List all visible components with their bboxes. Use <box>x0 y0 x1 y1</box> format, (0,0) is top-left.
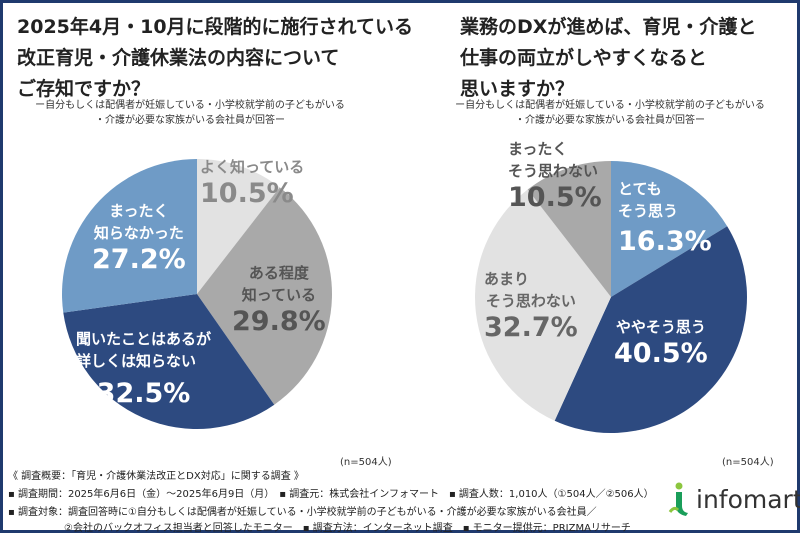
title-line: 仕事の両立がしやすくなると <box>460 47 707 69</box>
chart1-sample-size: (n=504人) <box>340 457 392 468</box>
pie2-slice-0 <box>611 161 728 297</box>
survey-method: ②会社のバックオフィス担当者と回答したモニター ▪ 調査方法：インターネット調査… <box>64 523 631 534</box>
pie1-slice-0 <box>197 159 280 294</box>
chart1-subtitle: ー自分もしくは配偶者が妊娠している・小学校就学前の子どもがいる ・介護が必要な家… <box>20 98 360 128</box>
chart1-title: 2025年4月・10月に段階的に施行されている 改正育児・介護休業法の内容につい… <box>17 12 413 105</box>
pie1-slice-3 <box>62 159 197 313</box>
chart2-title: 業務のDXが進めば、育児・介護と 仕事の両立がしやすくなると 思いますか？ <box>460 12 756 105</box>
logo-text: infomart <box>696 484 800 514</box>
chart2-subtitle: ー自分もしくは配偶者が妊娠している・小学校就学前の子どもがいる ・介護が必要な家… <box>440 98 780 128</box>
pie1-slice-1 <box>197 187 332 405</box>
subtitle-line: ー自分もしくは配偶者が妊娠している・小学校就学前の子どもがいる <box>35 100 345 111</box>
pie2-slice-1 <box>554 226 747 433</box>
pie1-slice-2 <box>63 294 275 430</box>
subtitle-line: ー自分もしくは配偶者が妊娠している・小学校就学前の子どもがいる <box>455 100 765 111</box>
title-line: 改正育児・介護休業法の内容について <box>17 47 340 69</box>
chart2-sample-size: (n=504人) <box>722 457 774 468</box>
slice-label-not-known: まったく 知らなかった 27.2% <box>92 202 186 275</box>
infomart-logo: infomart <box>668 482 800 516</box>
slice-label-strongly-disagree: まったく そう思わない 10.5% <box>508 140 602 213</box>
subtitle-line: ・介護が必要な家族がいる会社員が回答ー <box>515 115 705 126</box>
title-line: 思いますか？ <box>460 78 575 100</box>
survey-target: ▪ 調査対象：調査回答時に①自分もしくは配偶者が妊娠している・小学校就学前の子ど… <box>8 507 597 518</box>
slice-label-somewhat-agree: ややそう思う 40.5% <box>614 318 708 369</box>
survey-overview: 《 調査概要：「育児・介護休業法改正とDX対応」に関する調査 》 <box>8 471 304 482</box>
slice-label-heard-only: 聞いたことはあるが 詳しくは知らない 32.5% <box>76 330 212 409</box>
title-line: 2025年4月・10月に段階的に施行されている <box>17 16 413 38</box>
title-line: 業務のDXが進めば、育児・介護と <box>460 16 757 38</box>
slice-label-somewhat-disagree: あまり そう思わない 32.7% <box>484 270 578 343</box>
subtitle-line: ・介護が必要な家族がいる会社員が回答ー <box>95 115 285 126</box>
survey-period: ▪ 調査期間：2025年6月6日（金）～2025年6月9日（月） ▪ 調査元：株… <box>8 489 654 500</box>
pie2-slice-2 <box>474 189 611 421</box>
infomart-logo-icon <box>668 482 688 516</box>
slice-label-strongly-agree: とても そう思う 16.3% <box>618 180 712 257</box>
pie2-slice-3 <box>527 161 611 297</box>
slice-label-well-known: よく知っている 10.5% <box>200 158 305 209</box>
title-line: ご存知ですか？ <box>17 78 151 100</box>
slice-label-somewhat-known: ある程度 知っている 29.8% <box>232 264 326 337</box>
